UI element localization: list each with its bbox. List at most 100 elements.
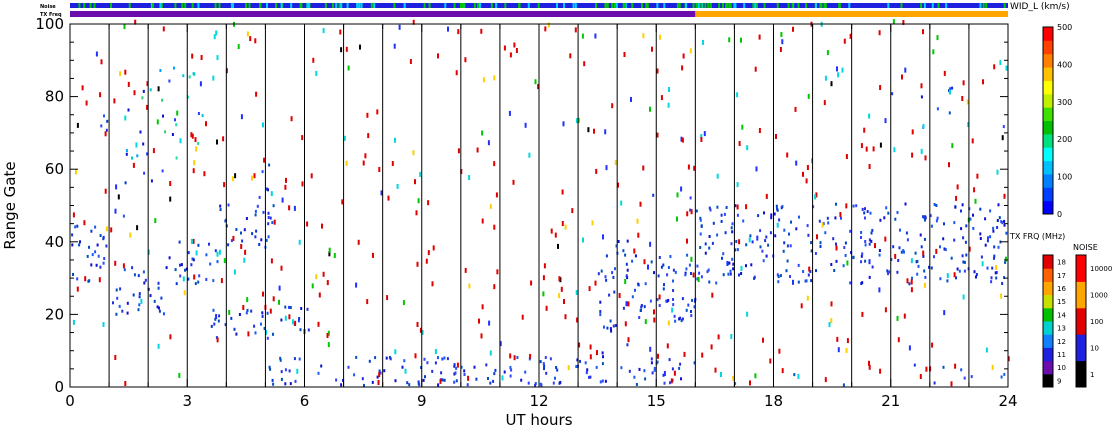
data-point: [963, 260, 966, 264]
data-point: [653, 368, 656, 372]
noise-strip-tick: [324, 3, 327, 8]
data-point: [245, 217, 248, 220]
txfreq-colorbar-segment: [1043, 360, 1053, 375]
data-point: [178, 372, 181, 378]
data-point: [415, 210, 418, 216]
data-point: [599, 313, 602, 317]
data-point: [815, 192, 818, 198]
noise-colorbar-tick: 10: [1090, 344, 1099, 352]
data-point: [596, 350, 598, 356]
data-point: [396, 183, 399, 189]
data-point: [549, 357, 552, 361]
data-point: [843, 246, 846, 249]
data-point: [437, 53, 439, 59]
data-point: [832, 237, 835, 241]
width-colorbar-tick: 100: [1057, 173, 1072, 182]
data-point: [222, 136, 225, 142]
txfreq-strip-segment: [695, 11, 1008, 17]
data-point: [924, 237, 926, 241]
data-point: [112, 301, 114, 305]
data-point: [750, 263, 753, 267]
data-point: [714, 367, 717, 373]
data-point: [668, 358, 671, 362]
data-point: [980, 255, 983, 259]
data-point: [900, 250, 903, 254]
data-point: [920, 245, 923, 249]
data-point: [393, 43, 396, 49]
data-point: [614, 267, 616, 271]
data-point: [481, 130, 484, 136]
x-tick-label: 9: [417, 392, 427, 410]
data-point: [631, 295, 634, 299]
data-point: [740, 265, 743, 271]
noise-strip-tick: [504, 3, 507, 8]
data-point: [288, 369, 291, 373]
noise-colorbar-segment: [1076, 281, 1086, 309]
data-point: [797, 374, 800, 379]
data-point: [930, 266, 933, 270]
data-point: [271, 221, 274, 224]
data-point: [667, 102, 670, 108]
noise-strip-tick: [555, 3, 558, 8]
data-point: [892, 19, 895, 25]
data-point: [468, 175, 471, 180]
data-point: [387, 195, 390, 201]
data-point: [686, 238, 688, 244]
data-point: [271, 378, 274, 382]
data-point: [374, 356, 377, 360]
data-point: [71, 243, 74, 247]
data-point: [756, 235, 759, 241]
data-point: [840, 216, 842, 220]
data-point: [279, 358, 282, 362]
data-point: [662, 287, 665, 291]
data-point: [83, 220, 86, 226]
data-point: [554, 232, 557, 238]
data-point: [179, 138, 182, 144]
data-point: [612, 324, 615, 328]
data-point: [688, 263, 691, 267]
data-point: [785, 269, 788, 273]
data-point: [965, 224, 968, 228]
data-point: [691, 298, 694, 302]
data-point: [666, 273, 669, 277]
data-point: [250, 309, 253, 313]
data-point: [682, 53, 685, 59]
noise-strip-tick: [676, 3, 679, 8]
data-point: [558, 276, 561, 282]
data-point: [786, 152, 789, 158]
data-point: [594, 280, 597, 286]
width-colorbar-title: WID_L (km/s): [1010, 2, 1070, 12]
data-point: [146, 81, 149, 87]
data-point: [293, 205, 296, 211]
data-point: [288, 305, 290, 309]
data-point: [301, 135, 304, 141]
data-point: [158, 306, 160, 310]
data-point: [814, 194, 817, 200]
data-point: [284, 368, 287, 372]
data-point: [660, 95, 663, 101]
data-point: [347, 65, 350, 71]
data-point: [299, 328, 302, 332]
data-point: [558, 293, 561, 299]
noise-colorbar-tick: 1: [1090, 371, 1094, 379]
data-point: [431, 281, 434, 287]
noise-strip-tick: [824, 3, 827, 8]
data-point: [830, 81, 833, 87]
data-point: [728, 37, 731, 43]
data-point: [615, 324, 617, 327]
noise-strip-tick: [646, 3, 649, 8]
data-point: [383, 369, 386, 373]
data-point: [300, 307, 303, 310]
width-colorbar-segment: [1043, 40, 1053, 55]
data-point: [849, 33, 852, 39]
data-point: [797, 280, 800, 284]
data-point: [453, 363, 456, 367]
data-point: [673, 370, 676, 376]
data-point: [699, 232, 702, 236]
data-point: [190, 132, 193, 138]
data-point: [754, 373, 757, 379]
data-point: [138, 295, 141, 299]
data-point: [902, 20, 905, 25]
data-point: [931, 342, 934, 348]
data-point: [780, 32, 783, 37]
